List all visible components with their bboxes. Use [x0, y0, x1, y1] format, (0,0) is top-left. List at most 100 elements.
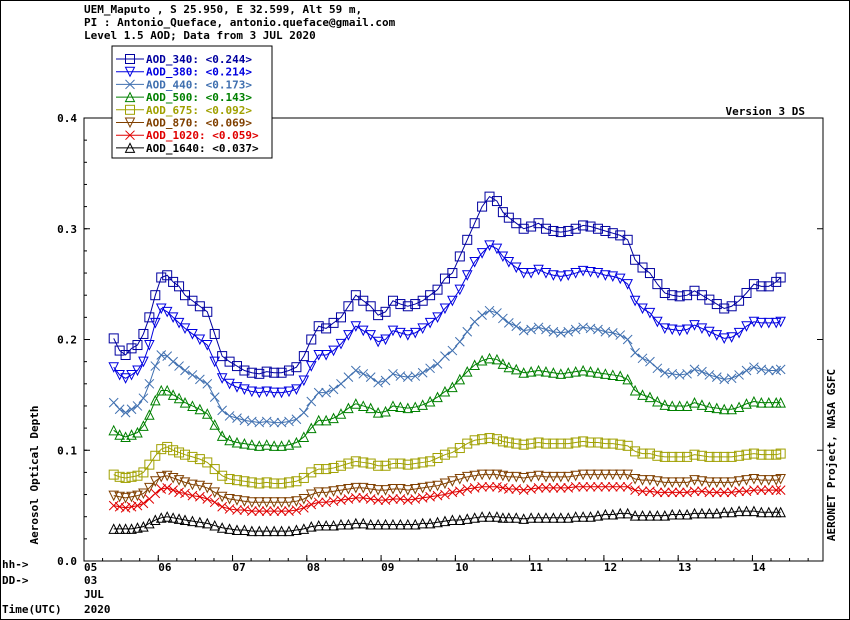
x-tick-label: 05: [84, 561, 97, 574]
data-point: [187, 479, 198, 491]
data-point: [291, 524, 302, 535]
data-point: [373, 377, 383, 388]
data-point: [570, 470, 581, 482]
data-point: [510, 363, 522, 375]
data-point: [704, 487, 715, 498]
data-point: [108, 333, 119, 344]
data-point: [637, 262, 648, 273]
data-point: [555, 227, 566, 238]
data-point: [570, 511, 581, 522]
data-point: [417, 457, 428, 468]
data-point: [578, 481, 588, 492]
data-point: [209, 497, 220, 508]
data-point: [689, 449, 700, 460]
data-point: [726, 451, 737, 462]
series-line: [113, 510, 781, 532]
data-point: [276, 387, 287, 399]
data-point: [126, 369, 137, 381]
data-point: [533, 264, 544, 276]
data-point: [425, 456, 436, 467]
data-point: [335, 518, 347, 530]
header-line-3: Level 1.5 AOD; Data from 3 JUL 2020: [84, 29, 316, 42]
data-point: [726, 301, 737, 312]
date-year: 2020: [84, 603, 111, 616]
data-point: [562, 270, 574, 281]
data-point: [231, 382, 243, 393]
data-point: [477, 310, 487, 320]
data-point: [120, 502, 131, 513]
data-point: [298, 523, 310, 534]
data-point: [187, 515, 198, 527]
data-point: [667, 290, 678, 301]
data-point: [144, 409, 155, 420]
data-point: [209, 356, 221, 368]
data-point: [424, 481, 436, 493]
data-point: [469, 470, 480, 482]
data-point: [150, 290, 161, 301]
data-point: [644, 509, 656, 521]
data-point: [283, 497, 295, 508]
data-point: [365, 330, 376, 341]
data-point: [306, 467, 317, 478]
data-point: [343, 402, 354, 414]
data-point: [114, 501, 125, 512]
data-point: [380, 485, 391, 496]
legend-item-aod_500: AOD_500: <0.143>: [116, 91, 252, 104]
data-point: [291, 414, 302, 425]
data-point: [283, 365, 294, 376]
data-point: [253, 440, 265, 451]
data-point: [503, 484, 514, 494]
data-point: [659, 477, 671, 488]
data-point: [328, 345, 339, 357]
data-point: [305, 422, 317, 434]
data-point: [246, 477, 257, 488]
legend-label: AOD_1020: <0.059>: [146, 129, 259, 142]
data-point: [269, 417, 279, 428]
data-point: [126, 501, 137, 512]
data-point: [570, 437, 581, 448]
data-point: [108, 469, 119, 480]
data-point: [372, 518, 384, 530]
data-point: [748, 395, 760, 407]
data-point: [155, 512, 167, 523]
data-point: [305, 521, 317, 532]
data-point: [674, 291, 685, 302]
data-point: [320, 350, 332, 361]
data-point: [497, 470, 509, 482]
legend-marker: [125, 54, 135, 64]
data-point: [194, 301, 205, 312]
data-point: [674, 487, 685, 498]
data-point: [674, 325, 685, 337]
data-point: [409, 484, 421, 495]
data-point: [439, 273, 450, 284]
data-point: [734, 295, 745, 306]
data-point: [763, 317, 775, 329]
data-point: [350, 493, 361, 503]
data-point: [120, 523, 131, 534]
data-point: [343, 372, 354, 383]
data-point: [681, 477, 693, 488]
legend-item-aod_1020: AOD_1020: <0.059>: [116, 129, 259, 142]
data-point: [577, 469, 589, 481]
data-point: [313, 487, 325, 498]
data-point: [365, 301, 376, 312]
legend-item-aod_440: AOD_440: <0.173>: [116, 78, 252, 91]
data-point: [476, 354, 488, 366]
data-point: [775, 364, 786, 375]
data-point: [510, 512, 522, 523]
data-point: [592, 469, 604, 481]
data-point: [108, 490, 120, 502]
data-point: [741, 475, 752, 486]
data-point: [194, 403, 206, 415]
data-point: [469, 359, 480, 370]
data-point: [410, 299, 421, 310]
data-point: [335, 338, 347, 350]
data-point: [704, 370, 715, 380]
x-tick-label: 09: [381, 561, 394, 574]
data-point: [138, 488, 149, 500]
data-point: [600, 368, 611, 379]
data-point: [518, 439, 529, 450]
data-point: [592, 367, 604, 378]
data-point: [402, 485, 414, 496]
data-point: [704, 401, 715, 413]
